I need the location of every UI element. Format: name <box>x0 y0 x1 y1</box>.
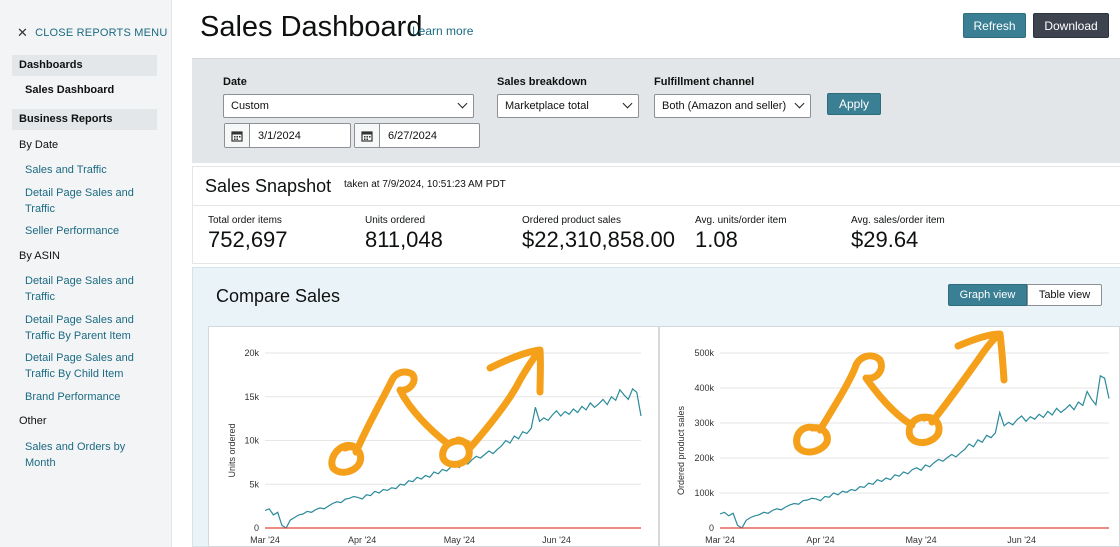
metric-label-total-order-items: Total order items <box>208 215 282 226</box>
sales-snapshot-panel: Sales Snapshot taken at 7/9/2024, 10:51:… <box>192 166 1120 264</box>
y-tick-label: 100k <box>694 488 714 498</box>
sales-series-line <box>719 374 1110 529</box>
date-range-value: Custom <box>231 100 269 112</box>
reports-sidebar: ✕ CLOSE REPORTS MENU Dashboards Sales Da… <box>0 0 172 547</box>
fulfillment-channel-label: Fulfillment channel <box>654 76 755 88</box>
chevron-down-icon <box>794 98 805 109</box>
y-tick-label: 5k <box>249 479 259 489</box>
snapshot-timestamp: taken at 7/9/2024, 10:51:23 AM PDT <box>344 179 506 190</box>
date-label: Date <box>223 76 247 88</box>
calendar-icon <box>355 124 380 147</box>
y-tick-label: 15k <box>244 392 259 402</box>
sidebar-link-sales-and-traffic[interactable]: Sales and Traffic <box>25 164 107 176</box>
metric-label-avg-sales: Avg. sales/order item <box>851 215 945 226</box>
metric-value-avg-units: 1.08 <box>695 227 738 252</box>
x-tick-label: Apr '24 <box>348 535 376 545</box>
ordered-product-sales-chart-svg: 0 100k 200k 300k 400k 500k Ordered product sal… <box>676 348 1110 545</box>
calendar-icon <box>225 124 250 147</box>
metric-value-total-order-items: 752,697 <box>208 227 288 252</box>
metric-label-avg-units: Avg. units/order item <box>695 215 787 226</box>
y-tick-label: 200k <box>694 453 714 463</box>
close-reports-menu-label: CLOSE REPORTS MENU <box>35 27 168 39</box>
metric-value-ordered-product-sales: $22,310,858.00 <box>522 227 675 252</box>
fulfillment-channel-select[interactable]: Both (Amazon and seller) <box>654 94 811 118</box>
compare-sales-title: Compare Sales <box>216 286 341 306</box>
x-tick-label: Apr '24 <box>806 535 834 545</box>
date-range-select[interactable]: Custom <box>223 94 474 118</box>
end-date-input[interactable]: 6/27/2024 <box>354 123 480 148</box>
metric-value-units-ordered: 811,048 <box>365 227 443 252</box>
units-ordered-chart: 0 5k 10k 15k 20k Units ordered Mar '24 Apr '24 M… <box>208 326 659 547</box>
x-tick-label: May '24 <box>905 535 936 545</box>
sales-breakdown-value: Marketplace total <box>505 100 589 112</box>
sidebar-link-asin-by-parent[interactable]: Detail Page Sales and Traffic By Parent … <box>25 314 134 342</box>
chevron-down-icon <box>622 98 633 109</box>
metric-value-avg-sales: $29.64 <box>851 227 919 252</box>
group-by-asin: By ASIN <box>19 250 60 262</box>
sales-breakdown-select[interactable]: Marketplace total <box>497 94 639 118</box>
section-heading-dashboards: Dashboards <box>12 55 157 76</box>
snapshot-title: Sales Snapshot <box>205 176 332 196</box>
divider <box>193 205 1120 206</box>
x-tick-label: Mar '24 <box>250 535 280 545</box>
y-tick-label: 10k <box>244 436 259 446</box>
y-tick-label: 400k <box>694 383 714 393</box>
y-axis-label: Ordered product sales <box>676 405 686 495</box>
x-tick-label: Jun '24 <box>1007 535 1036 545</box>
y-tick-label: 300k <box>694 418 714 428</box>
download-button[interactable]: Download <box>1033 13 1109 38</box>
sidebar-link-sales-orders-by-month[interactable]: Sales and Orders by Month <box>25 441 126 469</box>
sidebar-link-brand-performance[interactable]: Brand Performance <box>25 391 121 403</box>
x-tick-label: May '24 <box>444 535 475 545</box>
group-other: Other <box>19 415 47 427</box>
page-title: Sales Dashboard <box>200 11 423 43</box>
y-tick-label: 0 <box>254 523 259 533</box>
y-tick-label: 20k <box>244 348 259 358</box>
table-view-toggle[interactable]: Table view <box>1027 284 1102 306</box>
start-date-input[interactable]: 3/1/2024 <box>224 123 351 148</box>
sales-breakdown-label: Sales breakdown <box>497 76 587 88</box>
metric-label-ordered-product-sales: Ordered product sales <box>522 215 621 226</box>
y-tick-label: 0 <box>709 523 714 533</box>
sidebar-link-asin-detail-page[interactable]: Detail Page Sales and Traffic <box>25 275 134 303</box>
fulfillment-channel-value: Both (Amazon and seller) <box>662 100 787 112</box>
metric-label-units-ordered: Units ordered <box>365 215 426 226</box>
sidebar-link-detail-page-sales-traffic[interactable]: Detail Page Sales and Traffic <box>25 187 134 215</box>
graph-view-toggle[interactable]: Graph view <box>948 284 1027 306</box>
sales-series-line <box>264 387 642 529</box>
sidebar-link-asin-by-child[interactable]: Detail Page Sales and Traffic By Child I… <box>25 352 134 380</box>
end-date-value: 6/27/2024 <box>388 130 437 142</box>
y-tick-label: 500k <box>694 348 714 358</box>
start-date-value: 3/1/2024 <box>258 130 301 142</box>
x-tick-label: Mar '24 <box>705 535 735 545</box>
sidebar-item-sales-dashboard[interactable]: Sales Dashboard <box>25 84 115 96</box>
x-tick-label: Jun '24 <box>542 535 571 545</box>
close-reports-menu-button[interactable]: ✕ CLOSE REPORTS MENU <box>17 25 167 41</box>
close-icon: ✕ <box>17 25 29 40</box>
refresh-button[interactable]: Refresh <box>963 13 1026 38</box>
y-axis-label: Units ordered <box>227 423 237 477</box>
apply-button[interactable]: Apply <box>827 93 881 115</box>
units-ordered-chart-svg: 0 5k 10k 15k 20k Units ordered Mar '24 Apr '24 M… <box>227 348 642 545</box>
chevron-down-icon <box>457 98 468 109</box>
group-by-date: By Date <box>19 139 59 151</box>
learn-more-link[interactable]: Learn more <box>412 24 474 38</box>
section-heading-business-reports: Business Reports <box>12 109 157 130</box>
ordered-product-sales-chart: 0 100k 200k 300k 400k 500k Ordered product sal… <box>659 326 1120 547</box>
filter-bar: Date Custom 3/1/2024 6/27/2024 Sales bre… <box>192 58 1120 163</box>
sidebar-link-seller-performance[interactable]: Seller Performance <box>25 225 120 237</box>
